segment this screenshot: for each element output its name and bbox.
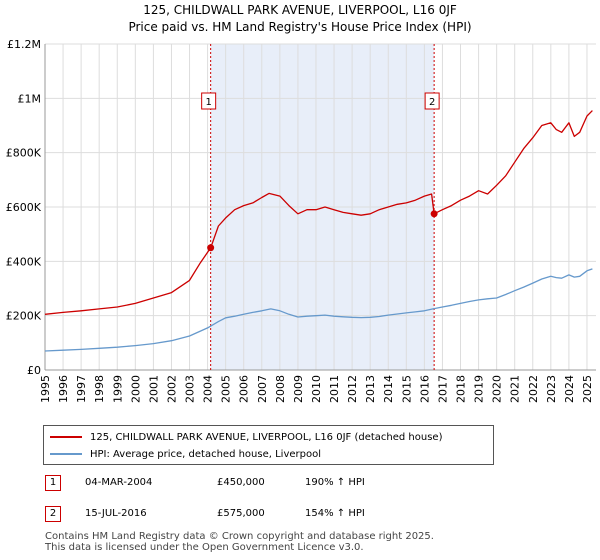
x-tick-label: 1997 [75,375,88,403]
hpi-line [44,268,593,352]
x-tick-label: 2009 [292,375,305,403]
y-tick-label: £200K [6,310,42,323]
x-tick-label: 2012 [346,375,359,403]
x-tick-label: 2005 [220,375,233,403]
transaction-row: 1 04-MAR-2004 £450,000 190% ↑ HPI [45,475,545,493]
x-tick-label: 2011 [328,375,341,403]
chart-title-line2: Price paid vs. HM Land Registry's House … [128,20,472,34]
legend-label-hpi: HPI: Average price, detached house, Live… [90,448,322,460]
x-tick-label: 2024 [563,375,576,403]
sale-marker [207,244,215,252]
x-tick-label: 1999 [111,375,124,403]
x-tick-label: 1995 [39,375,52,403]
transaction-date: 15-JUL-2016 [85,508,147,519]
property-price-line [44,110,593,315]
x-tick-label: 2017 [436,375,449,403]
x-tick-label: 2015 [400,375,413,403]
transaction-hpi-change: 190% ↑ HPI [305,477,365,488]
x-tick-label: 2013 [364,375,377,403]
x-tick-label: 2004 [202,375,215,403]
y-tick-label: £0 [27,364,41,377]
sale-marker-label: 2 [429,97,435,108]
x-tick-label: 2018 [455,375,468,403]
x-tick-label: 2014 [382,375,395,403]
footer-license: This data is licensed under the Open Gov… [45,542,364,553]
y-tick-label: £1.2M [7,38,41,51]
transaction-badge: 2 [45,506,61,522]
legend-label-property: 125, CHILDWALL PARK AVENUE, LIVERPOOL, L… [90,431,443,443]
x-tick-label: 1998 [93,375,106,403]
footer: Contains HM Land Registry data © Crown c… [45,531,434,553]
sale-marker-label: 1 [205,97,211,108]
x-tick-label: 2023 [545,375,558,403]
x-tick-label: 2016 [418,375,431,403]
sale-marker [430,210,438,218]
x-tick-label: 1996 [57,375,70,403]
x-tick-label: 2002 [165,375,178,403]
footer-copyright: Contains HM Land Registry data © Crown c… [45,531,434,542]
y-tick-label: £1M [18,92,42,105]
x-tick-label: 2020 [491,375,504,403]
y-tick-label: £400K [6,255,42,268]
x-tick-label: 2001 [147,375,160,403]
y-tick-label: £800K [6,147,42,160]
x-tick-label: 2000 [129,375,142,403]
x-tick-label: 2019 [473,375,486,403]
x-tick-label: 2007 [256,375,269,403]
transaction-date: 04-MAR-2004 [85,477,153,488]
legend-item-hpi: HPI: Average price, detached house, Live… [50,446,321,462]
transaction-price: £575,000 [217,508,265,519]
transaction-row: 2 15-JUL-2016 £575,000 154% ↑ HPI [45,506,545,524]
x-tick-label: 2025 [581,375,594,403]
legend-swatch-hpi [50,453,82,455]
x-tick-label: 2008 [274,375,287,403]
transaction-price: £450,000 [217,477,265,488]
x-tick-label: 2010 [310,375,323,403]
x-tick-label: 2021 [509,375,522,403]
transaction-badge: 1 [45,475,61,491]
legend-item-property: 125, CHILDWALL PARK AVENUE, LIVERPOOL, L… [50,429,443,445]
price-chart: £0 £200K £400K £600K £800K £1M £1.2M 1995 1996 19… [6,38,596,403]
y-tick-label: £600K [6,201,42,214]
x-tick-label: 2006 [238,375,251,403]
legend-swatch-property [50,436,82,438]
transaction-hpi-change: 154% ↑ HPI [305,508,365,519]
x-tick-label: 2022 [527,375,540,403]
chart-title-line1: 125, CHILDWALL PARK AVENUE, LIVERPOOL, L… [143,3,457,17]
x-tick-label: 2003 [184,375,197,403]
chart-legend: 125, CHILDWALL PARK AVENUE, LIVERPOOL, L… [43,425,494,465]
sale-marker-box [201,92,217,110]
sale-marker-box [424,92,440,110]
